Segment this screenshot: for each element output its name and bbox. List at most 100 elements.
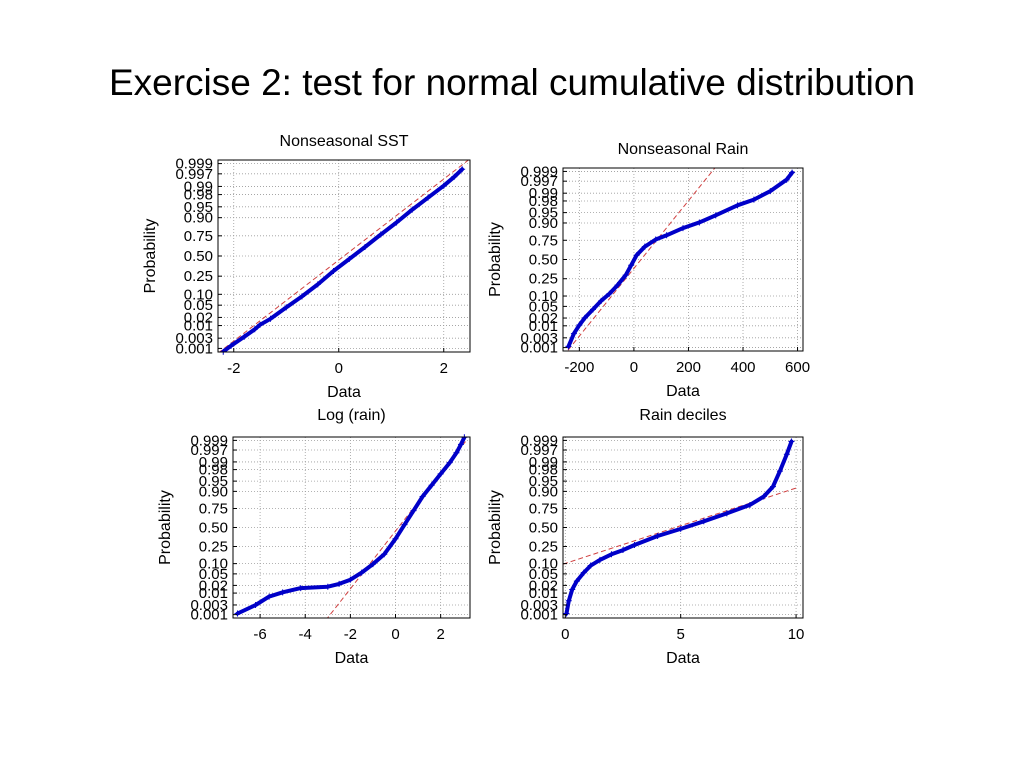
y-tick-label: 0.997: [190, 442, 228, 459]
y-tick-label: 0.90: [529, 215, 558, 232]
chart-title: Log (rain): [317, 407, 385, 424]
y-tick-label: 0.999: [175, 156, 213, 173]
x-tick-label: 10: [788, 626, 805, 643]
data-point: [267, 315, 274, 322]
y-tick-label: 0.05: [199, 566, 228, 583]
data-point: [569, 586, 576, 593]
y-tick-label: 0.05: [529, 566, 558, 583]
y-tick-label: 0.98: [529, 193, 558, 210]
data-point: [622, 272, 629, 279]
data-point: [437, 470, 444, 477]
data-point: [734, 202, 741, 209]
data-point: [614, 282, 621, 289]
y-tick-label: 0.99: [529, 185, 558, 202]
y-tick-label: 0.95: [184, 199, 213, 216]
data-point: [580, 569, 587, 576]
y-tick-label: 0.25: [184, 268, 213, 285]
x-tick-label: -2: [227, 360, 240, 377]
data-point: [419, 493, 426, 500]
y-axis-label: Probability: [487, 490, 504, 565]
data-point: [453, 449, 460, 456]
data-point: [279, 589, 286, 596]
x-tick-label: 0: [561, 626, 569, 643]
data-point: [652, 236, 659, 243]
data-point: [576, 322, 583, 329]
data-point: [377, 231, 384, 238]
y-tick-label: 0.50: [529, 252, 558, 269]
y-tick-label: 0.003: [190, 597, 228, 614]
x-tick-label: 5: [677, 626, 685, 643]
data-point: [563, 610, 570, 617]
y-tick-label: 0.999: [520, 163, 558, 180]
y-tick-label: 0.10: [529, 288, 558, 305]
data-point: [299, 293, 305, 300]
data-point: [680, 225, 686, 232]
data-point: [620, 547, 626, 554]
y-tick-label: 0.999: [520, 432, 558, 449]
data-point: [457, 441, 464, 448]
data-point: [392, 535, 399, 542]
x-tick-label: -200: [564, 359, 594, 376]
data-curve: [235, 437, 467, 616]
data-point: [266, 593, 273, 600]
y-tick-label: 0.25: [199, 539, 228, 556]
data-point: [257, 321, 263, 328]
y-axis-label: Probability: [142, 219, 159, 294]
data-point: [234, 610, 241, 617]
data-point: [767, 188, 774, 195]
data-point: [633, 252, 640, 259]
chart-title: Rain deciles: [639, 407, 726, 424]
y-tick-label: 0.05: [184, 297, 213, 314]
data-point: [783, 176, 790, 183]
y-tick-label: 0.997: [175, 166, 213, 183]
data-point: [362, 244, 368, 251]
data-point: [446, 459, 453, 466]
data-point: [776, 468, 783, 475]
y-tick-label: 0.003: [175, 330, 213, 347]
y-tick-label: 0.75: [184, 228, 213, 245]
y-tick-label: 0.99: [529, 454, 558, 471]
x-tick-label: -4: [299, 626, 312, 643]
data-point: [696, 219, 703, 226]
y-tick-label: 0.02: [184, 309, 213, 326]
y-tick-label: 0.01: [199, 585, 228, 602]
data-point: [788, 438, 795, 445]
y-tick-label: 0.01: [184, 318, 213, 335]
x-tick-label: 2: [436, 626, 444, 643]
y-tick-label: 0.997: [520, 173, 558, 190]
y-tick-label: 0.75: [529, 500, 558, 517]
data-point: [381, 551, 388, 558]
y-tick-label: 0.95: [529, 473, 558, 490]
x-tick-label: 0: [335, 360, 343, 377]
x-tick-label: 200: [676, 359, 701, 376]
data-point: [750, 196, 757, 203]
y-tick-label: 0.001: [190, 607, 228, 624]
data-point: [581, 314, 588, 321]
data-point: [428, 482, 435, 489]
chart-title: Nonseasonal Rain: [618, 141, 749, 158]
data-point: [228, 342, 235, 349]
data-point: [241, 333, 248, 340]
x-axis-label: Data: [335, 650, 369, 667]
x-axis-label: Data: [666, 650, 700, 667]
x-tick-label: 0: [630, 359, 638, 376]
y-tick-label: 0.001: [520, 607, 558, 624]
data-point: [336, 580, 343, 587]
y-tick-label: 0.98: [199, 462, 228, 479]
y-tick-label: 0.001: [175, 340, 213, 357]
data-point: [631, 541, 638, 548]
data-point: [409, 206, 416, 213]
data-curve: [564, 439, 794, 616]
data-point: [606, 290, 613, 297]
x-tick-label: -6: [253, 626, 266, 643]
y-tick-label: 0.90: [199, 483, 228, 500]
y-tick-label: 0.95: [529, 205, 558, 222]
data-point: [393, 219, 400, 226]
y-tick-label: 0.75: [529, 232, 558, 249]
data-point: [459, 166, 466, 173]
reference-line: [566, 168, 716, 351]
data-point: [451, 173, 458, 180]
data-point: [565, 597, 572, 604]
